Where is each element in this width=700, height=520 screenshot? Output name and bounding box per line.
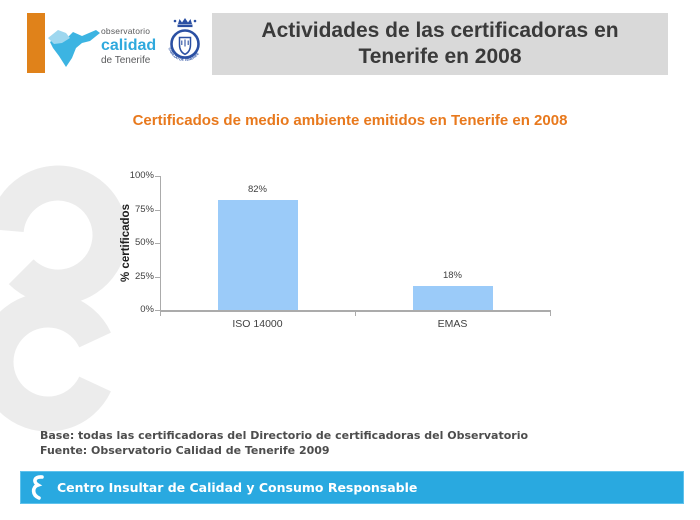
fuente-note: Fuente: Observatorio Calidad de Tenerife… <box>40 444 330 457</box>
cabildo-tenerife-emblem-icon: CABILDO DE TENERIFE <box>167 18 200 62</box>
y-tick-label: 25% <box>134 270 154 282</box>
y-axis-line <box>160 176 161 312</box>
x-tick-mark <box>355 312 356 316</box>
y-tick-mark <box>155 310 160 311</box>
bar <box>412 285 493 310</box>
source-notes: Base: todas las certificadoras del Direc… <box>40 428 528 458</box>
tenerife-island-icon <box>48 30 100 67</box>
y-tick-mark <box>155 243 160 244</box>
y-tick-mark <box>155 276 160 278</box>
logo-orange-bar <box>27 13 45 73</box>
bar-value-label: 18% <box>442 269 462 281</box>
logo-text-block: observatorio calidad de Tenerife <box>101 27 156 66</box>
base-note: Base: todas las certificadoras del Direc… <box>40 429 529 442</box>
y-tick-label: 0% <box>140 304 154 315</box>
y-tick-label: 100% <box>129 170 154 181</box>
category-label: EMAS <box>437 318 468 330</box>
logo-calidad-label: calidad <box>101 36 157 54</box>
chart-title: Certificados de medio ambiente emitidos … <box>132 112 568 129</box>
logo-de-tenerife-label: de Tenerife <box>101 54 151 66</box>
x-tick-mark <box>550 312 551 316</box>
footer-label: Centro Insultar de Calidad y Consumo Res… <box>57 480 418 495</box>
y-tick-label: 50% <box>134 237 154 248</box>
logo-observatorio-label: observatorio <box>101 26 151 36</box>
page-title: Actividades de las certificadoras en Ten… <box>261 18 619 68</box>
x-axis-line <box>160 310 551 312</box>
y-tick-label: 75% <box>134 203 154 215</box>
footer-bar: Centro Insultar de Calidad y Consumo Res… <box>20 471 684 504</box>
y-tick-mark <box>155 209 160 211</box>
y-tick-mark <box>155 176 160 177</box>
category-label: ISO 14000 <box>232 318 283 330</box>
squiggle-icon <box>31 475 44 500</box>
header-banner: Actividades de las certificadoras en Ten… <box>212 13 668 75</box>
x-tick-mark <box>160 312 161 316</box>
bar <box>217 200 298 310</box>
y-axis-title: % certificados <box>120 204 132 282</box>
bar-value-label: 82% <box>247 184 267 196</box>
